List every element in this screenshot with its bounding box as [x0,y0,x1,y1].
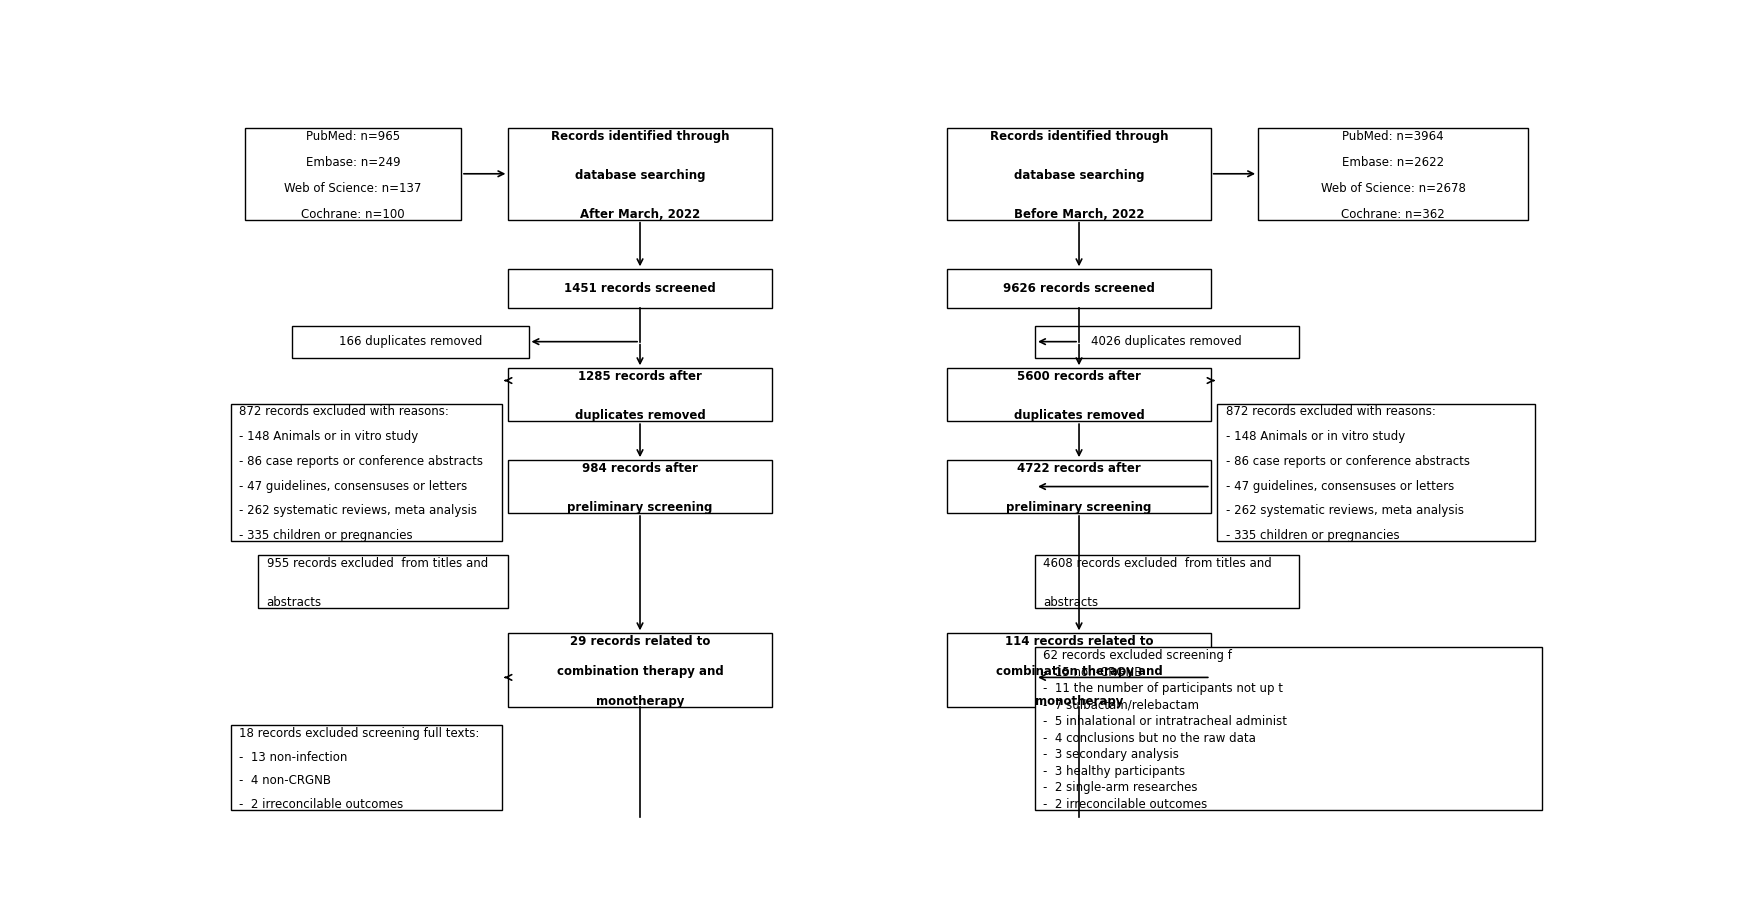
Text: combination therapy and: combination therapy and [995,666,1163,678]
Text: duplicates removed: duplicates removed [575,409,706,422]
FancyBboxPatch shape [1217,404,1536,542]
Text: PubMed: n=965: PubMed: n=965 [305,129,401,143]
Text: database searching: database searching [1014,169,1143,182]
FancyBboxPatch shape [509,368,772,421]
Text: monotherapy: monotherapy [1035,695,1122,709]
Text: 955 records excluded  from titles and: 955 records excluded from titles and [267,557,488,570]
FancyBboxPatch shape [509,633,772,708]
Text: 984 records after: 984 records after [582,462,697,475]
Text: - 86 case reports or conference abstracts: - 86 case reports or conference abstract… [239,455,483,468]
Text: - 148 Animals or in vitro study: - 148 Animals or in vitro study [1225,431,1405,443]
Text: duplicates removed: duplicates removed [1014,409,1145,422]
Text: -  2 irreconcilable outcomes: - 2 irreconcilable outcomes [1044,798,1208,811]
Text: database searching: database searching [575,169,706,182]
Text: Web of Science: n=137: Web of Science: n=137 [284,182,422,195]
FancyBboxPatch shape [293,326,528,357]
Text: 114 records related to: 114 records related to [1004,635,1154,648]
Text: 1451 records screened: 1451 records screened [565,282,716,296]
Text: - 47 guidelines, consensuses or letters: - 47 guidelines, consensuses or letters [1225,480,1454,493]
Text: - 47 guidelines, consensuses or letters: - 47 guidelines, consensuses or letters [239,480,467,493]
Text: 18 records excluded screening full texts:: 18 records excluded screening full texts… [239,727,479,740]
Text: 4722 records after: 4722 records after [1018,462,1142,475]
Text: Cochrane: n=362: Cochrane: n=362 [1340,207,1445,220]
FancyBboxPatch shape [1258,128,1529,219]
Text: preliminary screening: preliminary screening [1006,501,1152,514]
Text: abstracts: abstracts [267,597,322,610]
Text: Before March, 2022: Before March, 2022 [1014,207,1143,220]
Text: - 262 systematic reviews, meta analysis: - 262 systematic reviews, meta analysis [239,505,478,518]
Text: 872 records excluded with reasons:: 872 records excluded with reasons: [239,406,450,419]
Text: -  4 conclusions but no the raw data: - 4 conclusions but no the raw data [1044,732,1257,744]
Text: Records identified through: Records identified through [551,129,729,143]
Text: -  3 healthy participants: - 3 healthy participants [1044,765,1185,778]
FancyBboxPatch shape [948,368,1211,421]
Text: 29 records related to: 29 records related to [570,635,709,648]
FancyBboxPatch shape [948,128,1211,219]
FancyBboxPatch shape [1035,647,1541,810]
FancyBboxPatch shape [509,128,772,219]
Text: -  7 sulbactam/relebactam: - 7 sulbactam/relebactam [1044,699,1199,711]
Text: monotherapy: monotherapy [596,695,685,709]
Text: - 262 systematic reviews, meta analysis: - 262 systematic reviews, meta analysis [1225,505,1464,518]
FancyBboxPatch shape [232,404,502,542]
Text: 4026 duplicates removed: 4026 duplicates removed [1091,335,1243,348]
FancyBboxPatch shape [244,128,460,219]
Text: -  2 irreconcilable outcomes: - 2 irreconcilable outcomes [239,798,404,811]
Text: combination therapy and: combination therapy and [556,666,723,678]
Text: Embase: n=249: Embase: n=249 [305,156,401,169]
Text: -  13 non-infection: - 13 non-infection [239,751,349,764]
Text: -  2 single-arm researches: - 2 single-arm researches [1044,781,1197,794]
FancyBboxPatch shape [1035,555,1299,609]
FancyBboxPatch shape [948,269,1211,308]
Text: - 335 children or pregnancies: - 335 children or pregnancies [239,529,413,543]
Text: Embase: n=2622: Embase: n=2622 [1342,156,1445,169]
Text: abstracts: abstracts [1044,597,1098,610]
FancyBboxPatch shape [948,460,1211,513]
Text: 872 records excluded with reasons:: 872 records excluded with reasons: [1225,406,1436,419]
Text: 5600 records after: 5600 records after [1018,370,1142,383]
Text: Cochrane: n=100: Cochrane: n=100 [302,207,404,220]
Text: - 148 Animals or in vitro study: - 148 Animals or in vitro study [239,431,418,443]
Text: Web of Science: n=2678: Web of Science: n=2678 [1321,182,1466,195]
Text: - 86 case reports or conference abstracts: - 86 case reports or conference abstract… [1225,455,1469,468]
Text: -  4 non-CRGNB: - 4 non-CRGNB [239,774,331,788]
Text: 1285 records after: 1285 records after [579,370,702,383]
FancyBboxPatch shape [948,633,1211,708]
Text: -  11 the number of participants not up t: - 11 the number of participants not up t [1044,682,1283,695]
Text: -  15 non-CRGNB: - 15 non-CRGNB [1044,666,1143,678]
Text: 62 records excluded screening f: 62 records excluded screening f [1044,649,1232,663]
FancyBboxPatch shape [232,725,502,810]
FancyBboxPatch shape [509,460,772,513]
Text: preliminary screening: preliminary screening [566,501,713,514]
FancyBboxPatch shape [1035,326,1299,357]
Text: 166 duplicates removed: 166 duplicates removed [338,335,483,348]
Text: After March, 2022: After March, 2022 [580,207,701,220]
Text: -  3 secondary analysis: - 3 secondary analysis [1044,748,1178,761]
Text: PubMed: n=3964: PubMed: n=3964 [1342,129,1443,143]
FancyBboxPatch shape [258,555,509,609]
Text: 4608 records excluded  from titles and: 4608 records excluded from titles and [1044,557,1272,570]
FancyBboxPatch shape [509,269,772,308]
Text: -  5 inhalational or intratracheal administ: - 5 inhalational or intratracheal admini… [1044,715,1288,728]
Text: 9626 records screened: 9626 records screened [1002,282,1156,296]
Text: Records identified through: Records identified through [990,129,1168,143]
Text: - 335 children or pregnancies: - 335 children or pregnancies [1225,529,1400,543]
